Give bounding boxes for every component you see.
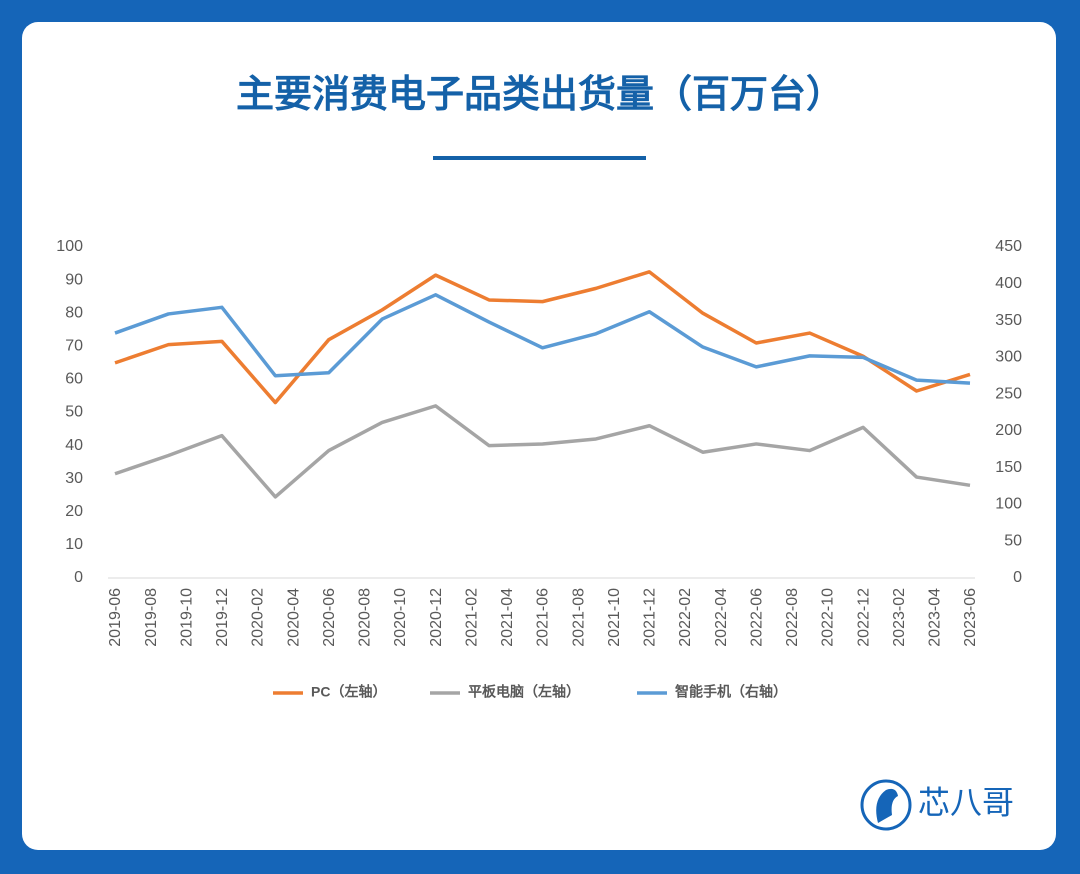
logo-icon	[860, 779, 912, 831]
x-tick-label: 2020-08	[357, 588, 374, 647]
y-tick-label: 30	[65, 470, 83, 487]
x-tick-label: 2023-04	[927, 588, 944, 647]
y-tick-label: 100	[56, 238, 83, 255]
legend-label: PC（左轴）	[311, 684, 386, 700]
legend-label: 智能手机（右轴）	[674, 684, 787, 700]
x-tick-label: 2022-12	[855, 588, 872, 647]
x-tick-label: 2022-04	[713, 588, 730, 647]
logo: 芯八哥	[860, 779, 1014, 831]
y2-tick-label: 450	[995, 238, 1022, 255]
y-tick-label: 10	[65, 536, 83, 553]
x-tick-label: 2022-06	[748, 588, 765, 647]
x-tick-label: 2020-04	[285, 588, 302, 647]
logo-bird	[876, 788, 898, 823]
x-tick-label: 2022-08	[784, 588, 801, 647]
x-tick-label: 2019-06	[107, 588, 124, 647]
x-tick-label: 2021-08	[570, 588, 587, 647]
y2-tick-label: 350	[995, 312, 1022, 329]
x-tick-label: 2019-08	[143, 588, 160, 647]
y2-tick-label: 0	[1013, 569, 1022, 586]
y2-tick-label: 150	[995, 459, 1022, 476]
chart-title: 主要消费电子品类出货量（百万台）	[236, 74, 844, 116]
x-tick-label: 2020-12	[428, 588, 445, 647]
y-tick-label: 50	[65, 404, 83, 421]
y2-tick-label: 250	[995, 385, 1022, 402]
y2-tick-label: 200	[995, 422, 1022, 439]
x-tick-label: 2021-04	[499, 588, 516, 647]
series-line	[114, 293, 971, 385]
y-tick-label: 0	[74, 569, 83, 586]
x-tick-label: 2022-10	[820, 588, 837, 647]
x-tick-label: 2020-06	[321, 588, 338, 647]
legend-label: 平板电脑（左轴）	[468, 684, 580, 700]
y2-tick-label: 400	[995, 275, 1022, 292]
x-tick-label: 2022-02	[677, 588, 694, 647]
x-tick-label: 2023-06	[962, 588, 979, 647]
x-tick-label: 2019-12	[214, 588, 231, 647]
y2-tick-label: 100	[995, 496, 1022, 513]
y2-tick-label: 50	[1004, 532, 1022, 549]
y-tick-label: 20	[65, 503, 83, 520]
logo-text: 芯八哥	[918, 784, 1014, 820]
x-tick-label: 2021-12	[642, 588, 659, 647]
x-tick-label: 2023-02	[891, 588, 908, 647]
x-tick-label: 2020-10	[392, 588, 409, 647]
y-tick-label: 70	[65, 338, 83, 355]
y-tick-label: 40	[65, 437, 83, 454]
series-line	[114, 270, 971, 405]
y2-tick-label: 300	[995, 349, 1022, 366]
y-tick-label: 90	[65, 271, 83, 288]
y-tick-label: 60	[65, 371, 83, 388]
x-tick-label: 2020-02	[250, 588, 267, 647]
series-line	[114, 404, 971, 499]
x-tick-label: 2021-06	[535, 588, 552, 647]
y-tick-label: 80	[65, 304, 83, 321]
x-tick-label: 2019-10	[178, 588, 195, 647]
x-tick-label: 2021-02	[463, 588, 480, 647]
x-tick-label: 2021-10	[606, 588, 623, 647]
